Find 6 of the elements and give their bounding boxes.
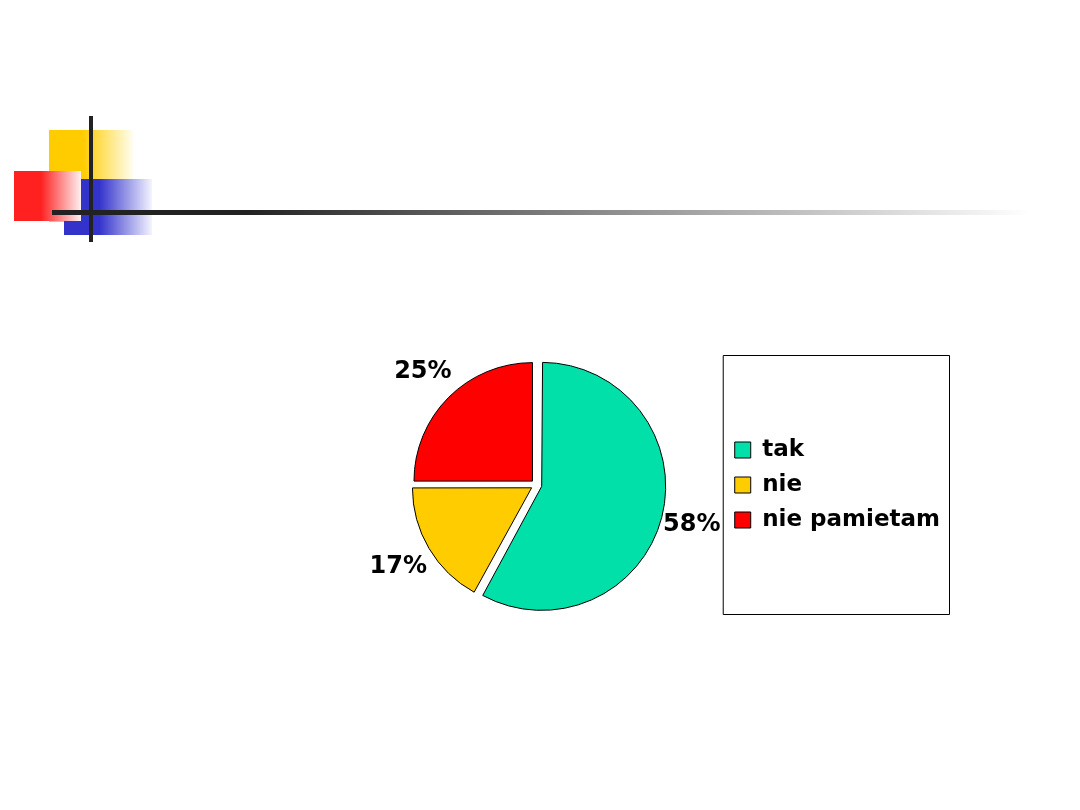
legend-label: nie (762, 469, 803, 496)
data-label: 58% (663, 509, 721, 538)
legend-label: tak (762, 434, 805, 461)
data-label: 17% (369, 550, 427, 579)
data-label: 25% (394, 355, 452, 384)
legend-label: nie pamietam (762, 504, 940, 531)
